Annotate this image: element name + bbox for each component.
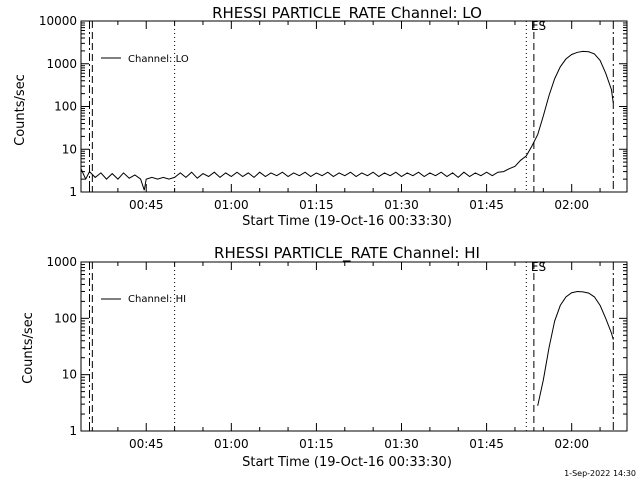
hi-y-tick-label: 10	[62, 368, 77, 382]
hi-marker-label: ES	[531, 260, 546, 274]
hi-x-tick-label: 01:30	[384, 437, 419, 451]
hi-y-tick-label: 1	[69, 424, 77, 438]
footer-timestamp: 1-Sep-2022 14:30	[564, 469, 636, 478]
lo-y-tick-label: 10	[62, 142, 77, 156]
lo-panel: RHESSI PARTICLE_RATE Channel: LO Counts/…	[13, 4, 482, 229]
hi-chart-title: RHESSI PARTICLE_RATE Channel: HI	[214, 244, 480, 263]
lo-y-tick-label: 1	[69, 185, 77, 199]
hi-series-line	[537, 290, 614, 406]
lo-y-tick-label: 100	[54, 100, 77, 114]
lo-marker-label: ES	[531, 19, 546, 33]
hi-plot-frame	[80, 261, 628, 432]
hi-legend-label: Channel: HI	[128, 294, 186, 305]
hi-x-tick-label: 01:45	[469, 437, 504, 451]
lo-x-tick-label: 01:30	[384, 198, 419, 212]
lo-plot-area: 00:45 01:00 01:15 01:30 01:45 02:00 1 10 100 1000…	[39, 14, 628, 212]
lo-x-tick-label: 01:15	[299, 198, 334, 212]
lo-plot-frame	[80, 20, 628, 193]
lo-x-tick-label: 02:00	[554, 198, 589, 212]
hi-panel: RHESSI PARTICLE_RATE Channel: HI Counts/…	[21, 244, 480, 470]
lo-series-line	[80, 50, 614, 191]
lo-legend-label: Channel: LO	[128, 54, 189, 65]
lo-y-tick-label: 10000	[39, 14, 77, 28]
lo-x-axis-label: Start Time (19-Oct-16 00:33:30)	[242, 214, 452, 229]
hi-x-axis-label: Start Time (19-Oct-16 00:33:30)	[242, 455, 452, 470]
hi-x-tick-label: 02:00	[554, 437, 589, 451]
hi-y-tick-label: 100	[54, 311, 77, 325]
hi-x-tick-label: 00:45	[129, 437, 164, 451]
lo-x-tick-label: 01:45	[469, 198, 504, 212]
lo-y-tick-label: 1000	[46, 57, 77, 71]
hi-y-tick-label: 1000	[46, 255, 77, 269]
lo-chart-title: RHESSI PARTICLE_RATE Channel: LO	[212, 4, 482, 23]
lo-x-tick-label: 01:00	[214, 198, 249, 212]
lo-x-tick-label: 00:45	[129, 198, 164, 212]
hi-plot-area: 00:45 01:00 01:15 01:30 01:45 02:00 1 10 100 1000…	[46, 255, 628, 451]
hi-x-tick-label: 01:15	[299, 437, 334, 451]
lo-y-axis-label: Counts/sec	[13, 74, 28, 146]
hi-x-tick-label: 01:00	[214, 437, 249, 451]
hi-y-axis-label: Counts/sec	[21, 312, 36, 384]
